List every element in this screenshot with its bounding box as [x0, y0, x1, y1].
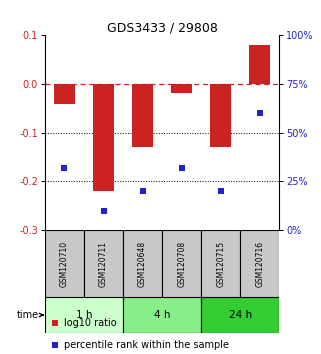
Bar [171, 84, 192, 93]
Point [101, 208, 106, 213]
Bar [201, 297, 279, 333]
Bar [210, 84, 231, 147]
Bar [132, 84, 153, 147]
Bar [54, 84, 75, 103]
Text: GSM120716: GSM120716 [255, 241, 264, 287]
Bar [84, 230, 123, 297]
Point [140, 188, 145, 194]
Bar [123, 230, 162, 297]
Text: 1 h: 1 h [76, 310, 92, 320]
Bar [123, 297, 201, 333]
Point [179, 165, 184, 171]
Title: GDS3433 / 29808: GDS3433 / 29808 [107, 21, 218, 34]
Bar [162, 230, 201, 297]
Point [257, 110, 262, 116]
Bar [93, 84, 114, 191]
Bar [45, 230, 84, 297]
Point [52, 342, 57, 348]
Text: GSM120715: GSM120715 [216, 241, 225, 287]
Text: 24 h: 24 h [229, 310, 252, 320]
Text: GSM120711: GSM120711 [99, 241, 108, 287]
Text: GSM120708: GSM120708 [177, 241, 186, 287]
Text: GSM120710: GSM120710 [60, 241, 69, 287]
Bar [45, 297, 123, 333]
Text: GSM120648: GSM120648 [138, 241, 147, 287]
Text: percentile rank within the sample: percentile rank within the sample [64, 339, 229, 350]
Point [62, 165, 67, 171]
Bar [201, 230, 240, 297]
Text: log10 ratio: log10 ratio [64, 318, 117, 329]
Point [218, 188, 223, 194]
Bar [249, 45, 271, 84]
Bar [240, 230, 279, 297]
Point [52, 321, 57, 326]
Text: time: time [16, 310, 39, 320]
Text: 4 h: 4 h [154, 310, 170, 320]
